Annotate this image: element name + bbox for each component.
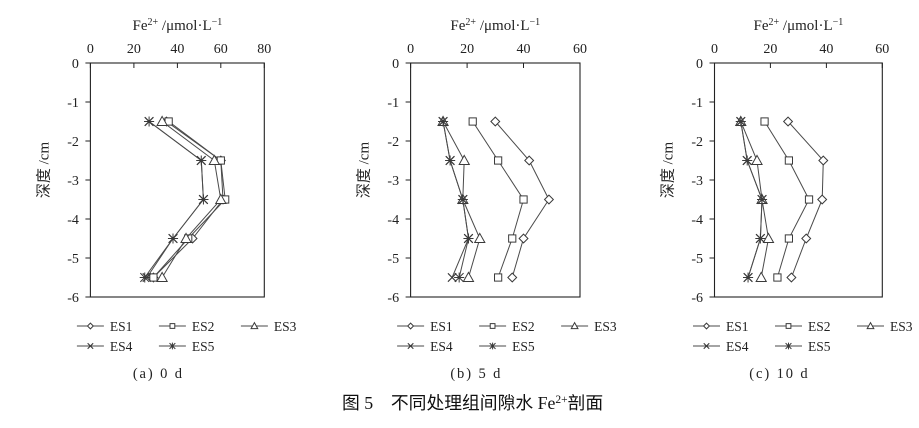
svg-text:ES1: ES1	[430, 319, 453, 334]
svg-text:ES3: ES3	[594, 319, 617, 334]
svg-text:20: 20	[127, 42, 141, 57]
svg-text:-2: -2	[691, 135, 703, 150]
svg-text:-3: -3	[387, 174, 399, 189]
svg-text:0: 0	[87, 42, 94, 57]
svg-text:-6: -6	[67, 291, 79, 306]
svg-text:40: 40	[170, 42, 184, 57]
svg-text:ES2: ES2	[192, 319, 215, 334]
svg-text:ES1: ES1	[726, 319, 749, 334]
svg-text:-1: -1	[67, 96, 79, 111]
svg-text:(b) 5 d: (b) 5 d	[450, 366, 502, 382]
svg-text:-1: -1	[691, 96, 703, 111]
svg-text:ES4: ES4	[726, 339, 749, 354]
svg-text:0: 0	[72, 57, 79, 72]
svg-text:0: 0	[696, 57, 703, 72]
svg-text:0: 0	[392, 57, 399, 72]
svg-text:-5: -5	[691, 252, 703, 267]
svg-text:40: 40	[819, 42, 833, 57]
svg-text:-4: -4	[387, 213, 399, 228]
svg-text:ES3: ES3	[274, 319, 297, 334]
svg-text:ES3: ES3	[890, 319, 913, 334]
svg-text:深度 /cm: 深度 /cm	[356, 142, 373, 199]
svg-text:深度 /cm: 深度 /cm	[35, 142, 52, 199]
svg-text:-4: -4	[67, 213, 79, 228]
svg-text:图 5 不同处理组间隙水 Fe2+剖面: 图 5 不同处理组间隙水 Fe2+剖面	[342, 393, 603, 413]
svg-text:ES1: ES1	[110, 319, 133, 334]
svg-text:60: 60	[875, 42, 889, 57]
svg-text:40: 40	[517, 42, 531, 57]
svg-text:ES5: ES5	[192, 339, 215, 354]
svg-text:20: 20	[460, 42, 474, 57]
svg-text:-5: -5	[387, 252, 399, 267]
svg-text:深度 /cm: 深度 /cm	[660, 142, 677, 199]
svg-text:20: 20	[763, 42, 777, 57]
svg-text:ES5: ES5	[512, 339, 535, 354]
svg-text:0: 0	[711, 42, 718, 57]
svg-text:60: 60	[214, 42, 228, 57]
svg-text:Fe2+ /μmol·L−1: Fe2+ /μmol·L−1	[133, 17, 223, 35]
svg-text:(a) 0 d: (a) 0 d	[133, 366, 184, 382]
svg-text:-4: -4	[691, 213, 703, 228]
svg-text:60: 60	[573, 42, 587, 57]
svg-text:-1: -1	[387, 96, 399, 111]
svg-text:80: 80	[257, 42, 271, 57]
svg-text:ES4: ES4	[110, 339, 133, 354]
svg-text:-2: -2	[67, 135, 79, 150]
svg-text:-3: -3	[67, 174, 79, 189]
svg-text:ES5: ES5	[808, 339, 831, 354]
svg-text:(c) 10 d: (c) 10 d	[749, 366, 809, 382]
svg-text:Fe2+ /μmol·L−1: Fe2+ /μmol·L−1	[754, 17, 844, 35]
svg-text:Fe2+ /μmol·L−1: Fe2+ /μmol·L−1	[450, 17, 540, 35]
svg-text:ES4: ES4	[430, 339, 453, 354]
svg-text:-6: -6	[387, 291, 399, 306]
svg-text:ES2: ES2	[808, 319, 831, 334]
svg-text:0: 0	[407, 42, 414, 57]
svg-text:ES2: ES2	[512, 319, 535, 334]
svg-text:-6: -6	[691, 291, 703, 306]
svg-text:-5: -5	[67, 252, 79, 267]
svg-text:-3: -3	[691, 174, 703, 189]
svg-text:-2: -2	[387, 135, 399, 150]
